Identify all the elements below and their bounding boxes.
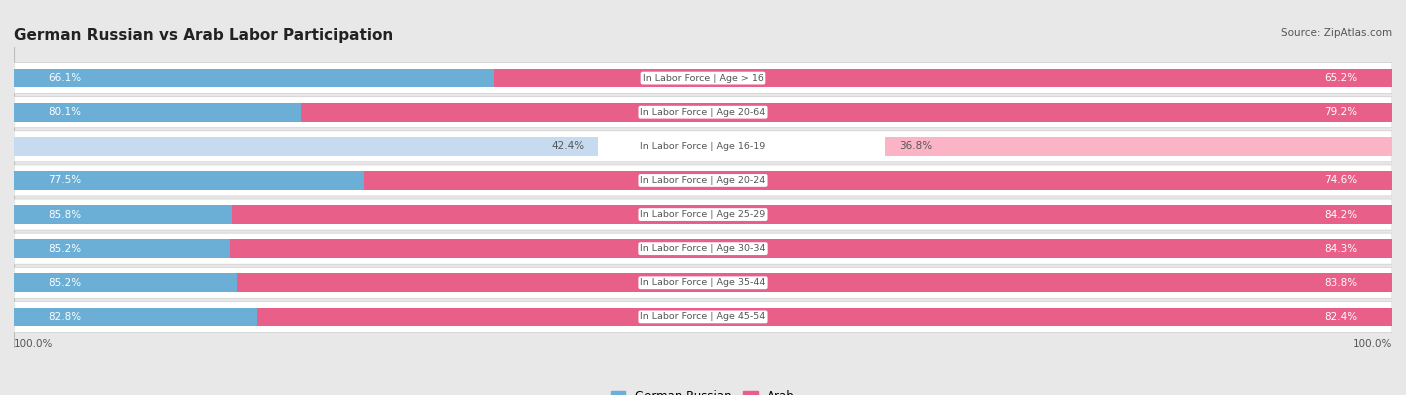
Bar bbox=[14, 171, 1083, 190]
Text: In Labor Force | Age > 16: In Labor Force | Age > 16 bbox=[643, 73, 763, 83]
Text: 85.2%: 85.2% bbox=[48, 278, 82, 288]
Bar bbox=[256, 308, 1392, 326]
Text: In Labor Force | Age 20-64: In Labor Force | Age 20-64 bbox=[640, 108, 766, 117]
Bar bbox=[14, 273, 1188, 292]
Bar bbox=[364, 171, 1392, 190]
Text: Source: ZipAtlas.com: Source: ZipAtlas.com bbox=[1281, 28, 1392, 38]
FancyBboxPatch shape bbox=[14, 301, 1392, 333]
Text: 100.0%: 100.0% bbox=[14, 339, 53, 348]
Bar bbox=[14, 69, 925, 87]
Bar bbox=[494, 69, 1392, 87]
Bar bbox=[884, 137, 1392, 156]
Text: 84.3%: 84.3% bbox=[1324, 244, 1358, 254]
FancyBboxPatch shape bbox=[14, 62, 1392, 94]
FancyBboxPatch shape bbox=[14, 267, 1392, 298]
Bar bbox=[238, 273, 1392, 292]
Text: 84.2%: 84.2% bbox=[1324, 210, 1358, 220]
Text: In Labor Force | Age 35-44: In Labor Force | Age 35-44 bbox=[640, 278, 766, 287]
Bar bbox=[231, 239, 1392, 258]
FancyBboxPatch shape bbox=[14, 97, 1392, 128]
Text: 82.8%: 82.8% bbox=[48, 312, 82, 322]
Text: In Labor Force | Age 30-34: In Labor Force | Age 30-34 bbox=[640, 244, 766, 253]
Text: 79.2%: 79.2% bbox=[1324, 107, 1358, 117]
Bar bbox=[14, 239, 1188, 258]
FancyBboxPatch shape bbox=[14, 131, 1392, 162]
Bar bbox=[14, 308, 1154, 326]
Text: In Labor Force | Age 20-24: In Labor Force | Age 20-24 bbox=[640, 176, 766, 185]
Text: 42.4%: 42.4% bbox=[551, 141, 585, 151]
Text: 83.8%: 83.8% bbox=[1324, 278, 1358, 288]
Bar bbox=[14, 103, 1118, 122]
Text: 74.6%: 74.6% bbox=[1324, 175, 1358, 185]
Text: In Labor Force | Age 16-19: In Labor Force | Age 16-19 bbox=[640, 142, 766, 151]
Text: 65.2%: 65.2% bbox=[1324, 73, 1358, 83]
FancyBboxPatch shape bbox=[14, 199, 1392, 230]
FancyBboxPatch shape bbox=[14, 165, 1392, 196]
Bar bbox=[301, 103, 1392, 122]
Text: 77.5%: 77.5% bbox=[48, 175, 82, 185]
Text: 100.0%: 100.0% bbox=[1353, 339, 1392, 348]
Text: In Labor Force | Age 45-54: In Labor Force | Age 45-54 bbox=[640, 312, 766, 322]
Text: 66.1%: 66.1% bbox=[48, 73, 82, 83]
Text: 82.4%: 82.4% bbox=[1324, 312, 1358, 322]
Text: 85.2%: 85.2% bbox=[48, 244, 82, 254]
Text: In Labor Force | Age 25-29: In Labor Force | Age 25-29 bbox=[640, 210, 766, 219]
Bar bbox=[14, 137, 599, 156]
Bar bbox=[14, 205, 1197, 224]
Text: German Russian vs Arab Labor Participation: German Russian vs Arab Labor Participati… bbox=[14, 28, 394, 43]
Bar bbox=[232, 205, 1392, 224]
Text: 85.8%: 85.8% bbox=[48, 210, 82, 220]
Text: 36.8%: 36.8% bbox=[898, 141, 932, 151]
FancyBboxPatch shape bbox=[14, 233, 1392, 264]
Legend: German Russian, Arab: German Russian, Arab bbox=[606, 385, 800, 395]
Text: 80.1%: 80.1% bbox=[48, 107, 82, 117]
